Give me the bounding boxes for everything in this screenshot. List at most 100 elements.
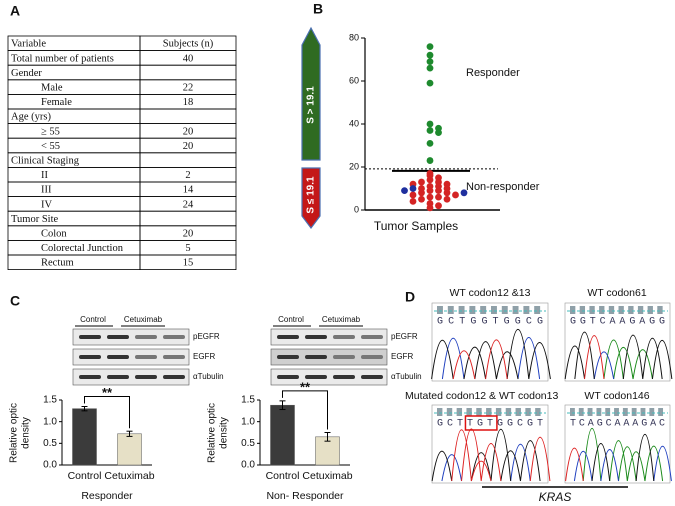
quality-bar [505,408,512,416]
trace [584,335,605,380]
table-cell [7,137,141,154]
responder-arrow [301,26,321,161]
row-label: Female [41,97,72,108]
quality-bar [456,408,463,416]
data-point [435,202,442,210]
table-cell [7,94,141,110]
y-axis-label: Relative optic [9,403,20,463]
row-label: < 55 [41,141,60,152]
quality-bar [622,408,628,416]
lane-label: Cetuximab [322,315,361,324]
data-point [426,187,434,195]
y-tick-label: 60 [349,75,359,85]
y-axis-label: Relative optic [207,403,218,463]
blot-band [79,375,101,379]
blot-band [361,335,383,339]
blot-strip [270,368,388,386]
quality-bar [578,408,584,416]
y-tick-label: 40 [349,118,359,128]
band-label: pEGFR [391,332,418,341]
y-tick-label: 0.5 [43,438,57,449]
row-value: 40 [183,53,194,64]
row-label: Male [41,83,63,94]
data-point [443,195,451,203]
quality-bar [535,408,541,416]
quality-bar [486,408,492,416]
data-point [426,64,434,72]
x-tick-label: Cetuximab [302,470,352,482]
blot-band [107,355,129,359]
blot-band [333,355,355,359]
table-cell [7,225,141,241]
row-value: 20 [183,141,194,152]
significance-bracket [84,396,130,429]
data-point [426,204,434,212]
row-label: Rectum [41,258,74,269]
y-tick-label: 80 [349,32,359,42]
data-point [418,178,425,186]
blot-strip [72,348,190,366]
quality-bar [614,408,619,416]
trace [441,337,541,380]
data-point [418,195,425,203]
panel-label: C [10,293,20,309]
blot-strip [72,368,190,386]
row-label: ≥ 55 [41,126,60,137]
quality-bar [596,408,602,416]
bar [117,433,142,466]
significance: ** [102,385,113,400]
y-axis-label: density [21,417,32,449]
row-label: III [41,185,52,196]
trace [593,351,615,380]
row-label: Age (yrs) [11,112,51,123]
blot-band [277,355,299,359]
data-point [418,189,425,197]
lane-label: Cetuximab [124,315,163,324]
quality-bar [589,306,595,314]
y-tick-label: 1.5 [241,395,255,406]
gene-label: KRAS [539,490,572,504]
blot-band [163,335,185,339]
data-point [435,187,442,195]
data-point [426,193,434,201]
significance-bracket [282,390,328,430]
data-point [426,79,434,87]
sequence-title: WT codon146 [584,390,649,402]
quality-bar [631,408,637,416]
data-point [401,187,408,195]
panel-label: D [405,289,415,305]
data-point [426,157,434,164]
blot-band [135,355,157,359]
annotation: Responder [466,67,520,79]
x-tick-label: Cetuximab [104,470,154,482]
trace [431,328,551,380]
trace [441,444,531,482]
blot-band [333,335,355,339]
error-bar [324,432,331,442]
data-point [452,191,459,199]
band-label: EGFR [391,352,413,361]
blot-band [107,375,129,379]
band-label: pEGFR [193,332,220,341]
header-cell: Subjects (n) [163,39,214,50]
upper-label: S > 19.1 [306,86,317,124]
data-point [426,58,434,66]
blot-band [163,355,185,359]
table-cell [139,108,237,125]
quality-bar [587,408,593,416]
trace [451,428,551,482]
error-bar [279,400,286,411]
data-point [426,120,434,128]
quality-bar [458,306,465,314]
quality-bar [501,306,508,314]
data-point [409,191,417,199]
blot-band [305,375,327,379]
trace [582,428,664,482]
error-bar [126,430,133,437]
y-tick-label: 0.5 [241,438,255,449]
quality-bar [608,306,615,314]
x-tick-label: Control [68,470,102,482]
y-tick-label: 0 [354,204,359,214]
y-tick-label: 1.5 [43,395,57,406]
